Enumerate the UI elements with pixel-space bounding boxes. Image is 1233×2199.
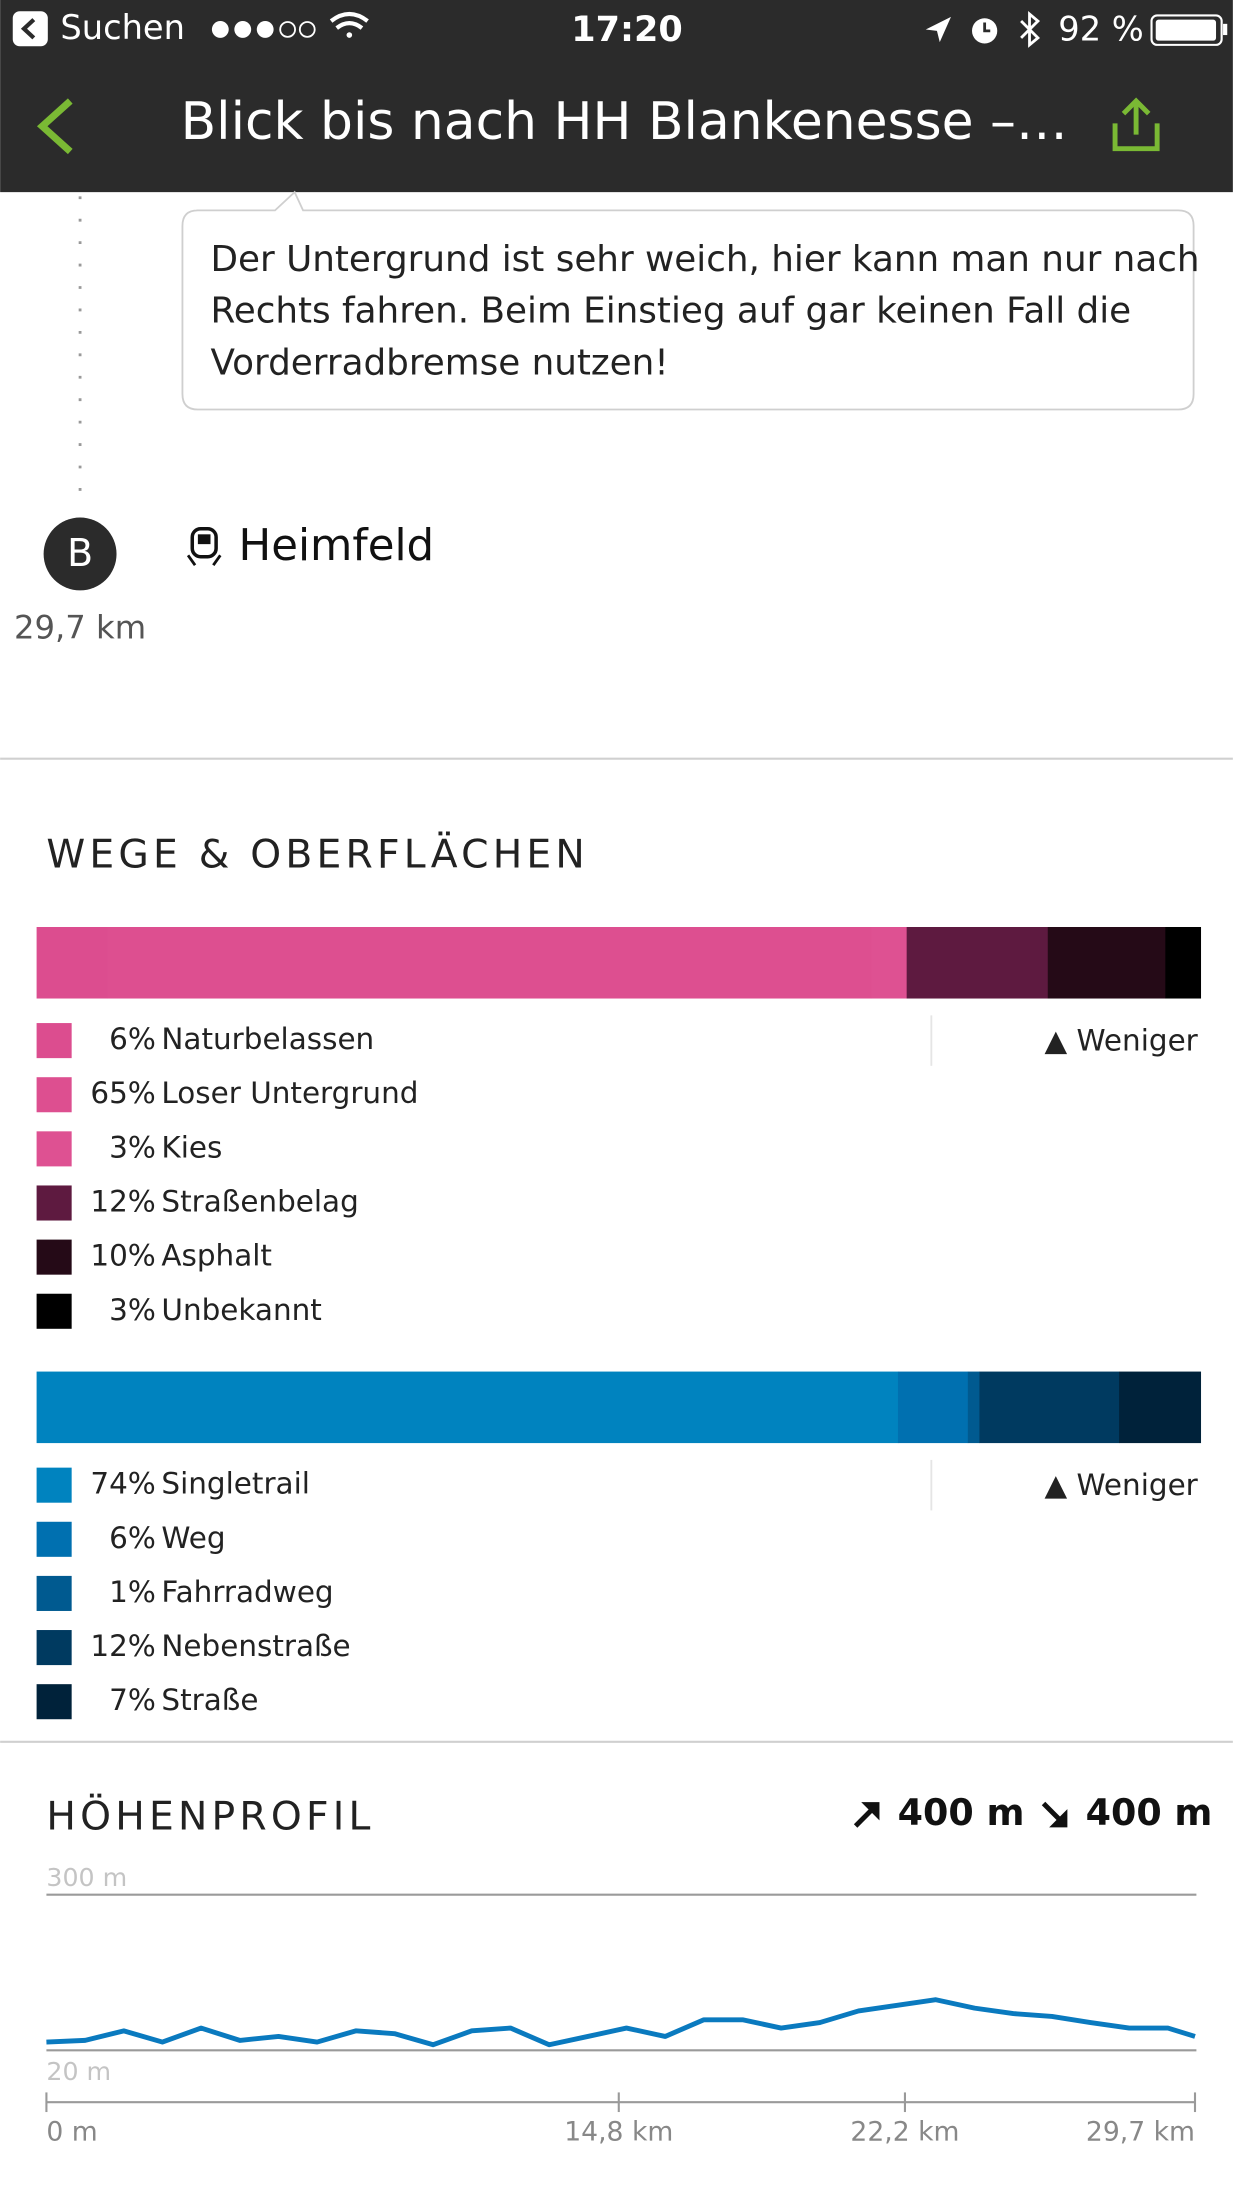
legend-label: Unbekannt (161, 1293, 321, 1327)
back-app-icon[interactable] (12, 11, 48, 47)
legend-label: Kies (161, 1130, 222, 1164)
bar-segment (897, 1371, 969, 1444)
ascent-value: 400 m (898, 1791, 1025, 1834)
elevation-line (46, 1997, 1196, 2048)
bar-segment (36, 927, 108, 999)
x-tick-label: 0 m (46, 2117, 97, 2148)
toggle-button[interactable]: ▲ Weniger (1045, 1468, 1199, 1502)
legend-label: Naturbelassen (161, 1022, 374, 1056)
legend-value: 74% (90, 1467, 155, 1501)
y-tick-label: 20 m (46, 2057, 111, 2086)
waypoint-marker (43, 517, 117, 591)
x-tick-label: 22,2 km (850, 2117, 959, 2148)
x-tick-label: 29,7 km (1086, 2117, 1195, 2148)
back-button[interactable] (36, 98, 73, 155)
descent-value: 400 m (1086, 1791, 1213, 1834)
legend-swatch (36, 1521, 72, 1557)
status-time: 17:20 (571, 9, 683, 50)
legend-value: 3% (109, 1130, 156, 1164)
bar-segment (967, 1371, 980, 1444)
legend-label: Straße (161, 1683, 258, 1717)
location-icon (925, 16, 951, 43)
train-icon (186, 526, 222, 566)
y-tick-label: 300 m (46, 1863, 127, 1892)
descent-arrow (1041, 1801, 1068, 1828)
bar-segment (36, 1371, 899, 1444)
legend-value: 3% (109, 1293, 156, 1327)
bar-segment (107, 927, 872, 999)
bar-segment (979, 1371, 1120, 1444)
back-app-chevron (20, 18, 36, 40)
share-button[interactable] (1112, 97, 1160, 152)
tip-line: Rechts fahren. Beim Einstieg auf gar kei… (210, 291, 1131, 332)
legend-value: 65% (90, 1076, 155, 1110)
tip-line: Der Untergrund ist sehr weich, hier kann… (210, 239, 1199, 280)
legend-swatch (36, 1293, 72, 1329)
bar-segment (871, 927, 908, 999)
legend-label: Singletrail (161, 1467, 310, 1501)
tip-bubble (181, 190, 1195, 411)
legend-swatch (36, 1684, 72, 1720)
legend-value: 6% (109, 1521, 156, 1555)
bluetooth-icon (1020, 11, 1041, 48)
bar-segment (1165, 927, 1202, 999)
section-title: WEGE & OBERFLÄCHEN (46, 831, 589, 877)
legend-swatch (36, 1131, 72, 1167)
battery-percent: 92 % (1058, 9, 1143, 48)
x-tick-label: 14,8 km (564, 2117, 673, 2148)
legend-value: 12% (90, 1184, 155, 1218)
legend-swatch (36, 1467, 72, 1503)
legend-value: 10% (90, 1239, 155, 1273)
legend-swatch (36, 1630, 72, 1666)
section-title: HÖHENPROFIL (46, 1793, 374, 1839)
ascent-arrow (853, 1802, 880, 1828)
legend-value: 7% (109, 1683, 156, 1717)
legend-label: Asphalt (161, 1239, 272, 1273)
waypoint-letter: B (67, 531, 93, 575)
bar-segment (1047, 927, 1166, 999)
bar-segment (906, 927, 1049, 999)
wifi-icon (329, 11, 369, 38)
waypoint-distance: 29,7 km (14, 609, 146, 647)
legend-swatch (36, 1077, 72, 1113)
waypoint-name: Heimfeld (239, 521, 435, 571)
legend-swatch (36, 1185, 72, 1221)
legend-label: Nebenstraße (161, 1629, 350, 1663)
legend-value: 6% (109, 1022, 156, 1056)
legend-label: Weg (161, 1521, 225, 1555)
toggle-button[interactable]: ▲ Weniger (1045, 1024, 1199, 1058)
legend-swatch (36, 1023, 72, 1059)
legend-label: Fahrradweg (161, 1575, 333, 1609)
legend-label: Loser Untergrund (161, 1076, 418, 1110)
alarm-icon (972, 18, 998, 44)
tip-line: Vorderradbremse nutzen! (210, 343, 668, 384)
page-title: Blick bis nach HH Blankenesse –… (181, 92, 1068, 152)
legend-swatch (36, 1575, 72, 1611)
signal-strength (211, 21, 316, 38)
legend-value: 1% (109, 1575, 156, 1609)
status-back-label[interactable]: Suchen (60, 8, 185, 47)
legend-label: Straßenbelag (161, 1184, 358, 1218)
legend-swatch (36, 1239, 72, 1275)
bar-segment (1119, 1371, 1202, 1444)
battery-icon (1150, 14, 1228, 46)
legend-value: 12% (90, 1629, 155, 1663)
